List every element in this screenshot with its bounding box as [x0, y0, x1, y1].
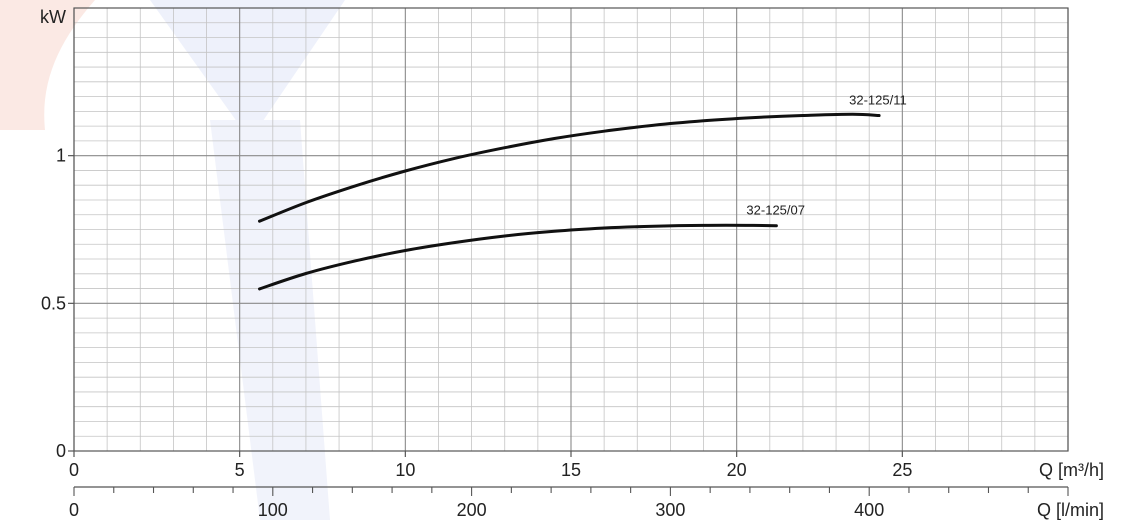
- x-tick-label: 5: [235, 460, 245, 480]
- x-tick-label: 20: [727, 460, 747, 480]
- series-lines: [258, 112, 881, 291]
- secondary-x-axis-label: Q [l/min]: [1037, 500, 1104, 520]
- y-tick-label: 1: [56, 146, 66, 166]
- series-label-32-125/11: 32-125/11: [849, 93, 907, 108]
- secondary-x-tick-label: 0: [69, 500, 79, 520]
- x-tick-label: 0: [69, 460, 79, 480]
- y-tick-label: 0.5: [41, 293, 66, 313]
- secondary-x-tick-label: 200: [457, 500, 487, 520]
- x-tick-label: 10: [395, 460, 415, 480]
- watermark: [0, 0, 345, 520]
- secondary-x-tick-label: 400: [854, 500, 884, 520]
- watermark-shape: [0, 0, 95, 130]
- labels: 0 0.5 1 kW 0 5 10 15 20 25 Q [m³/h] 0 100 200 300 400 Q …: [40, 7, 1104, 520]
- y-axis-label: kW: [40, 7, 66, 27]
- x-axis-label: Q [m³/h]: [1039, 460, 1104, 480]
- x-tick-label: 15: [561, 460, 581, 480]
- series-label-32-125/07: 32-125/07: [746, 203, 805, 218]
- secondary-x-tick-label: 300: [655, 500, 685, 520]
- secondary-x-tick-label: 100: [258, 500, 288, 520]
- axes: [68, 7, 1069, 496]
- watermark-shape: [210, 120, 330, 520]
- series-line-32-125/07: [258, 223, 778, 291]
- x-tick-label: 25: [892, 460, 912, 480]
- y-tick-label: 0: [56, 441, 66, 461]
- series-line-32-125/11: [258, 112, 881, 223]
- watermark-shape: [150, 0, 345, 140]
